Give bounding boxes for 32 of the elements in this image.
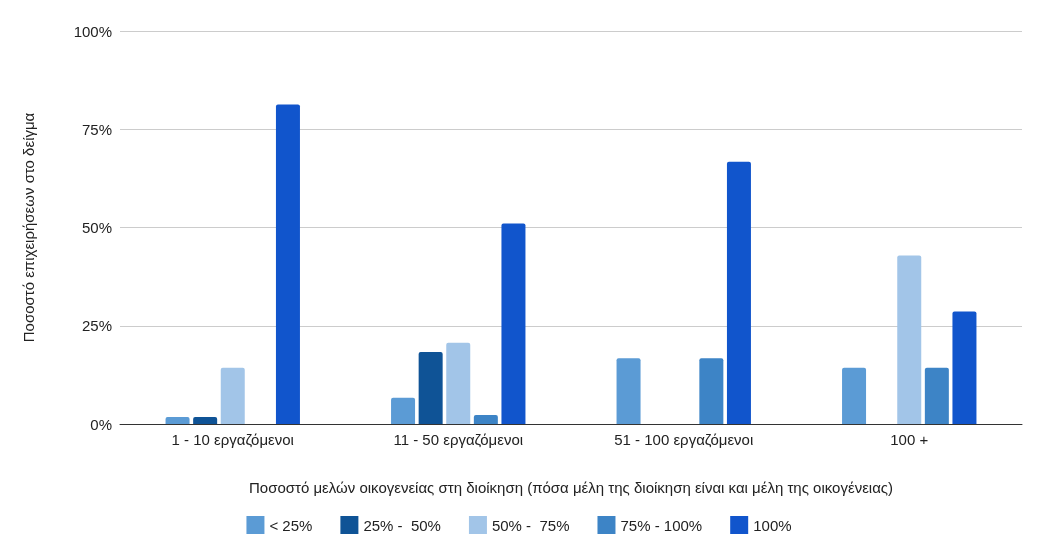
bar [418, 352, 443, 424]
bar [699, 358, 724, 424]
bar [897, 255, 922, 424]
bar [501, 223, 526, 424]
bar [193, 416, 218, 424]
bar [473, 414, 498, 424]
bar [391, 397, 416, 424]
x-tick-label: 100 + [890, 431, 929, 448]
y-tick-label: 50% [81, 219, 112, 236]
bar [726, 161, 751, 424]
bar [275, 104, 300, 424]
y-axis-title: Ποσοστό επιχειρήσεων στο δείγμα [20, 112, 37, 343]
y-tick-label: 0% [90, 415, 112, 433]
legend-label: 50% - 75% [491, 516, 570, 534]
x-tick-label: 11 - 50 εργαζόμενοι [393, 431, 524, 448]
legend-label: 25% - 50% [363, 516, 441, 534]
bar [924, 367, 949, 424]
bar [842, 367, 867, 424]
x-axis-title: Ποσοστό μελών οικογενείας στη διοίκηση (πόσα μέλη της διοίκηση είναι και μέλη της οικογένειας) [248, 479, 894, 496]
bar [616, 358, 641, 424]
bar [220, 367, 245, 424]
y-tick-label: 25% [81, 317, 112, 335]
x-tick-label: 1 - 10 εργαζόμενοι [171, 431, 294, 448]
legend-label: 75% - 100% [620, 516, 703, 534]
y-tick-label: 100% [73, 22, 112, 40]
y-tick-label: 75% [81, 120, 112, 138]
bar [165, 416, 190, 424]
bar [446, 342, 471, 424]
legend-label: 100% [753, 516, 792, 534]
legend-label: < 25% [269, 516, 313, 534]
bar [952, 311, 977, 424]
x-tick-label: 51 - 100 εργαζόμενοι [614, 431, 754, 448]
